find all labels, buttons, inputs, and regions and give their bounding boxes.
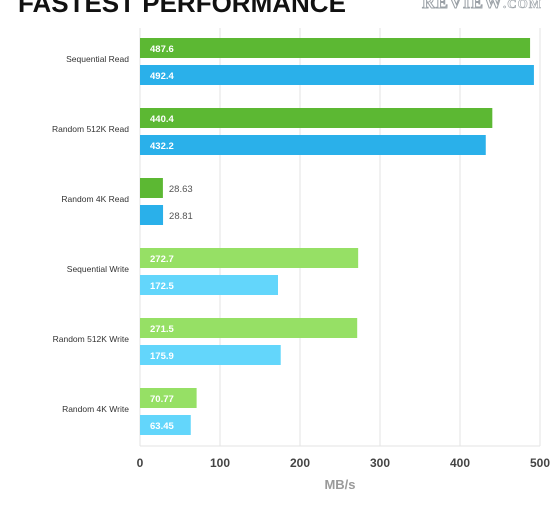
x-tick-label: 100 — [210, 456, 230, 470]
category-label-random-4k-write: Random 4K Write — [62, 404, 129, 414]
bar-random-512k-write-1 — [140, 318, 358, 338]
bar-random-4k-write-2 — [140, 415, 191, 435]
data-label: 432.2 — [150, 141, 174, 152]
chart-title: FASTEST PERFORMANCE — [18, 0, 346, 18]
x-tick-label: 400 — [450, 456, 470, 470]
data-label: 70.77 — [150, 394, 174, 405]
bar-random-4k-read-1 — [140, 178, 163, 198]
data-label: 487.6 — [150, 44, 174, 55]
data-label: 440.4 — [150, 114, 174, 125]
x-axis-title: MB/s — [324, 477, 355, 492]
data-label: 28.63 — [169, 184, 193, 195]
logo-suffix: .COM — [503, 0, 543, 11]
bar-sequential-write-1 — [140, 248, 359, 268]
x-tick-label: 0 — [137, 456, 144, 470]
x-tick-label: 500 — [530, 456, 550, 470]
data-label: 272.7 — [150, 254, 174, 265]
bar-sequential-read-1 — [140, 38, 531, 58]
bars — [140, 38, 534, 435]
bar-random-4k-write-1 — [140, 388, 197, 408]
category-label-random-512k-write: Random 512K Write — [53, 334, 130, 344]
bar-random-512k-write-2 — [140, 345, 281, 365]
x-tick-label: 200 — [290, 456, 310, 470]
x-tick-label: 300 — [370, 456, 390, 470]
data-label: 271.5 — [150, 324, 174, 335]
data-label: 172.5 — [150, 281, 174, 292]
bar-random-512k-read-2 — [140, 135, 486, 155]
bar-sequential-read-2 — [140, 65, 534, 85]
data-label: 175.9 — [150, 351, 174, 362]
category-label-sequential-write: Sequential Write — [67, 264, 129, 274]
data-label: 492.4 — [150, 71, 174, 82]
bar-sequential-write-2 — [140, 275, 278, 295]
data-label: 63.45 — [150, 421, 174, 432]
labels: Sequential Read 487.6 492.4 Random 512K Rea… — [52, 44, 193, 432]
x-axis: 0 100 200 300 400 500 MB/s — [137, 456, 551, 492]
category-label-random-512k-read: Random 512K Read — [52, 124, 129, 134]
data-label: 28.81 — [169, 211, 193, 222]
bar-random-4k-read-2 — [140, 205, 164, 225]
category-label-random-4k-read: Random 4K Read — [61, 194, 129, 204]
logo-main: REVIEW — [421, 0, 504, 13]
grid-lines — [139, 28, 541, 447]
category-label-sequential-read: Sequential Read — [66, 54, 129, 64]
bar-random-512k-read-1 — [140, 108, 493, 128]
site-logo: REVIEW.COM — [421, 0, 543, 13]
